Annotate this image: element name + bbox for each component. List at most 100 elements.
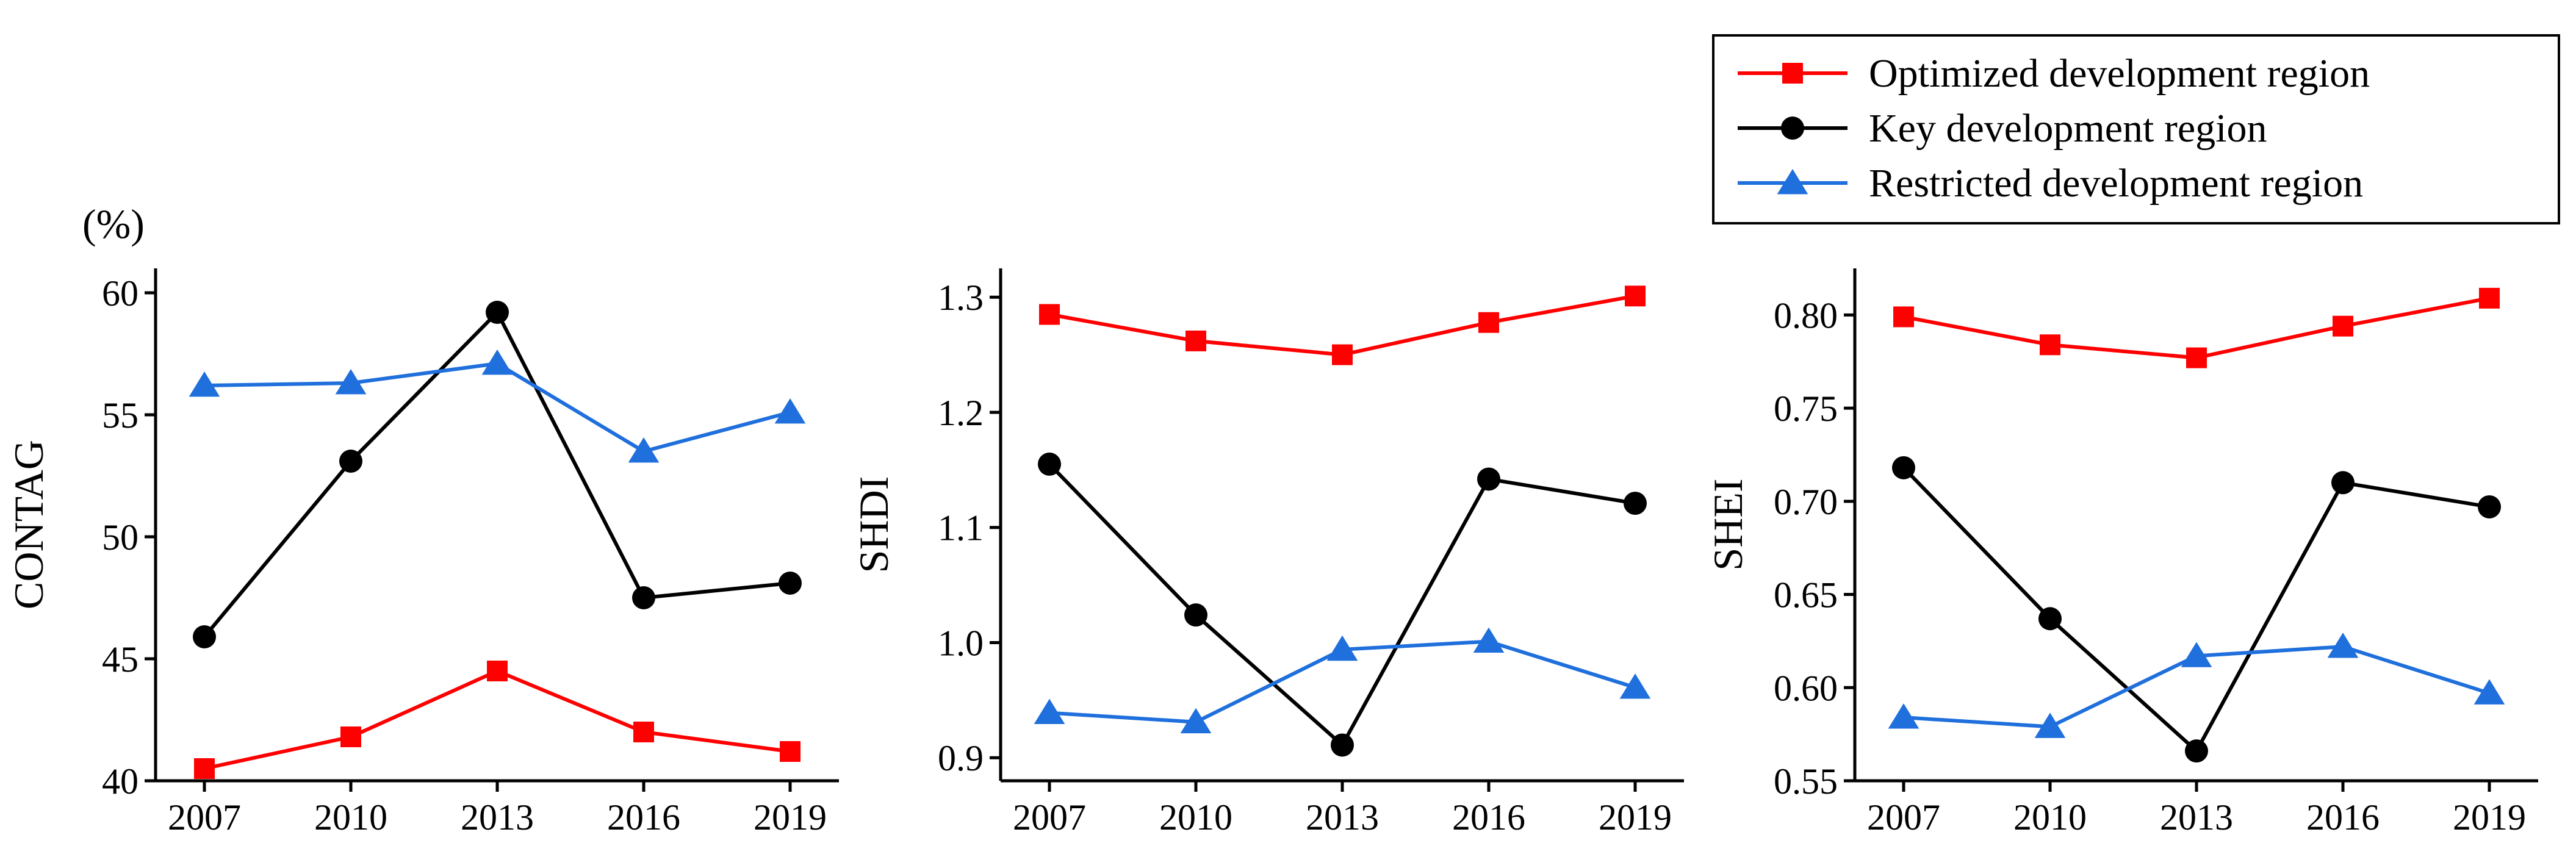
data-point xyxy=(1473,627,1505,653)
x-tick-label: 2010 xyxy=(2013,797,2087,838)
series-triangle xyxy=(189,350,806,463)
x-tick-label: 2007 xyxy=(168,797,241,838)
series-line xyxy=(1902,466,2490,753)
data-point xyxy=(1326,635,1358,661)
data-point xyxy=(774,398,806,424)
data-point xyxy=(486,301,509,324)
y-tick-label: 1.2 xyxy=(938,393,984,433)
series-square xyxy=(1039,285,1646,365)
data-point xyxy=(1893,306,1914,328)
data-point xyxy=(1625,285,1646,307)
legend-label: Optimized development region xyxy=(1869,51,2370,96)
data-point xyxy=(2186,347,2207,368)
x-tick-label: 2016 xyxy=(2306,797,2380,838)
data-point xyxy=(340,726,361,747)
y-tick-label: 0.70 xyxy=(1774,482,1838,522)
legend: Optimized development region Key developm… xyxy=(1712,34,2560,224)
series-line xyxy=(204,362,791,453)
y-axis-title: SHDI xyxy=(851,476,897,573)
data-point xyxy=(189,371,220,397)
data-point xyxy=(1477,467,1500,491)
y-tick-label: 50 xyxy=(102,517,139,558)
data-point xyxy=(2473,679,2505,705)
data-point xyxy=(193,625,216,648)
legend-box xyxy=(1712,34,2560,224)
data-point xyxy=(1331,733,1354,757)
data-point xyxy=(339,450,362,473)
series-square xyxy=(194,661,801,779)
data-point xyxy=(194,758,215,779)
data-point xyxy=(632,586,655,609)
data-point xyxy=(1892,456,1915,479)
data-point xyxy=(1888,703,1919,729)
series-circle xyxy=(1038,452,1647,757)
y-tick-label: 0.55 xyxy=(1774,761,1838,802)
data-point xyxy=(2331,471,2355,495)
legend-label: Restricted development region xyxy=(1869,161,2363,206)
y-axis-title: SHEI xyxy=(1705,478,1751,570)
data-point xyxy=(1038,452,1061,476)
data-point xyxy=(487,661,508,681)
x-tick-label: 2016 xyxy=(607,797,680,838)
data-point xyxy=(1034,698,1065,725)
y-tick-label: 1.0 xyxy=(938,623,984,663)
data-point xyxy=(2034,712,2066,738)
x-tick-label: 2010 xyxy=(1159,797,1232,838)
y-tick-label: 0.80 xyxy=(1774,295,1838,335)
chart-shei: 0.55 0.60 0.65 0.70 0.75 0.80 2007 2010 2013 2016… xyxy=(1705,268,2538,838)
chart-panels: 40 45 50 55 60 2007 2010 2013 2016 2019 CONTAG (%) 0… xyxy=(5,201,2538,838)
data-point xyxy=(2478,495,2501,518)
data-point xyxy=(1039,304,1060,325)
chart-shdi: 0.9 1.0 1.1 1.2 1.3 2007 2010 2013 2016 2019 SHDI xyxy=(851,268,1684,838)
x-tick-label: 2010 xyxy=(314,797,387,838)
y-tick-label: 40 xyxy=(102,761,139,802)
x-tick-label: 2019 xyxy=(754,797,827,838)
y-axis-title: CONTAG xyxy=(5,440,52,609)
series-circle xyxy=(193,301,802,648)
data-point xyxy=(2040,334,2060,356)
series-line xyxy=(204,669,791,770)
y-tick-label: 0.75 xyxy=(1774,389,1838,429)
data-point xyxy=(1619,673,1651,699)
legend-item: Key development region xyxy=(1738,106,2267,151)
data-point xyxy=(2038,607,2062,631)
y-tick-label: 0.9 xyxy=(938,738,984,778)
data-point xyxy=(779,572,802,595)
data-point xyxy=(2181,642,2212,667)
data-point xyxy=(335,369,367,395)
data-point xyxy=(2185,739,2208,763)
y-unit-label: (%) xyxy=(82,201,145,247)
data-point xyxy=(1180,708,1212,734)
x-tick-label: 2013 xyxy=(2160,797,2233,838)
series-square xyxy=(1893,287,2500,368)
y-tick-label: 55 xyxy=(102,395,139,436)
data-point xyxy=(1624,492,1647,515)
y-tick-label: 1.3 xyxy=(938,278,984,318)
y-tick-label: 45 xyxy=(102,639,139,680)
data-point xyxy=(1184,603,1207,627)
legend-marker xyxy=(1777,169,1808,195)
data-point xyxy=(628,437,660,463)
series-triangle xyxy=(1888,633,2505,738)
chart-contag: 40 45 50 55 60 2007 2010 2013 2016 2019 CONTAG (%) xyxy=(5,201,839,838)
y-tick-label: 1.1 xyxy=(938,508,984,548)
x-tick-label: 2013 xyxy=(1306,797,1379,838)
y-tick-label: 0.65 xyxy=(1774,575,1838,615)
legend-label: Key development region xyxy=(1869,106,2267,151)
x-tick-label: 2007 xyxy=(1867,797,1940,838)
data-point xyxy=(1185,330,1206,351)
series-circle xyxy=(1892,456,2501,763)
data-point xyxy=(1332,344,1353,365)
data-point xyxy=(2479,287,2500,309)
x-tick-label: 2013 xyxy=(461,797,534,838)
legend-item: Restricted development region xyxy=(1738,161,2363,206)
data-point xyxy=(2333,315,2353,337)
x-tick-label: 2007 xyxy=(1013,797,1086,838)
series-triangle xyxy=(1034,627,1651,734)
data-point xyxy=(633,722,654,742)
x-tick-label: 2019 xyxy=(2453,797,2526,838)
data-point xyxy=(780,741,801,762)
data-point xyxy=(481,350,513,375)
y-tick-label: 60 xyxy=(102,273,139,314)
